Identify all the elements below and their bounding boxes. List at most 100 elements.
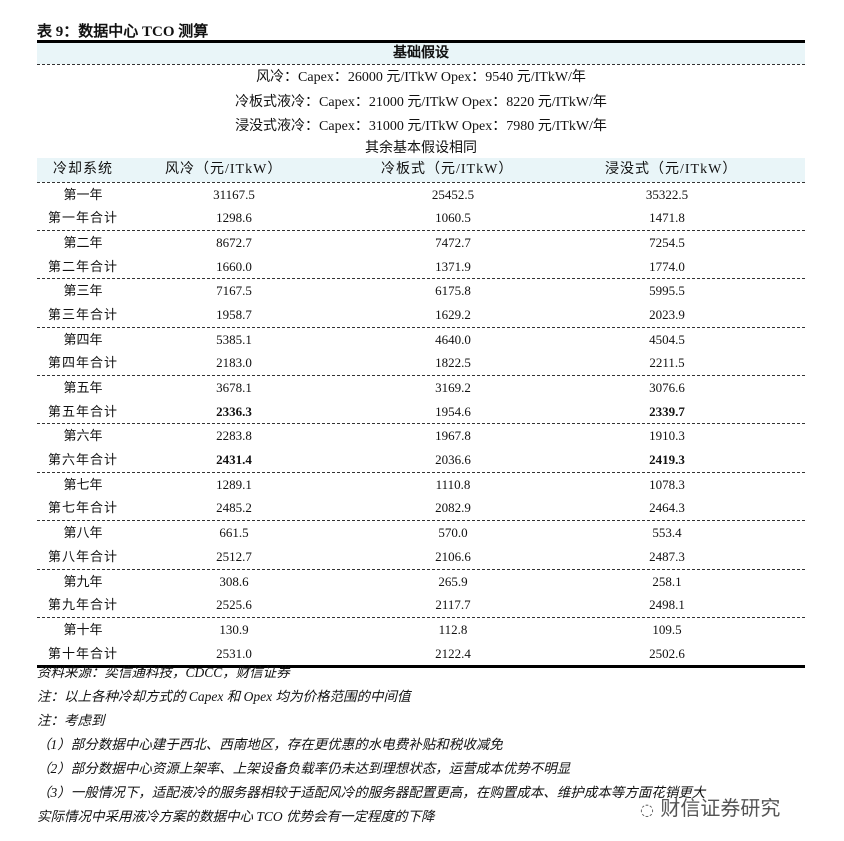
row-label: 第六年 bbox=[63, 428, 103, 444]
assumption-immersion: 浸没式液冷：Capex：31000 元/ITkW Opex：7980 元/ITk… bbox=[235, 119, 607, 134]
watermark: ◌ 财信证券研究 bbox=[640, 792, 780, 821]
row-label: 第五年合计 bbox=[47, 403, 118, 419]
cell-value: 3169.2 bbox=[435, 380, 471, 395]
table-row: 第二年 8672.7 7472.7 7254.5 bbox=[37, 231, 805, 255]
row-label: 第八年合计 bbox=[47, 548, 118, 564]
table-row: 第四年 5385.1 4640.0 4504.5 bbox=[37, 328, 805, 352]
row-label: 第五年 bbox=[63, 380, 103, 395]
cell-value: 2183.0 bbox=[216, 355, 252, 371]
table-body: 第一年 31167.5 25452.5 35322.5 第一年合计 1298.6 1060.… bbox=[37, 181, 805, 666]
cell-value: 661.5 bbox=[219, 525, 249, 541]
row-label: 第二年 bbox=[63, 234, 103, 250]
cell-value: 570.0 bbox=[438, 525, 468, 541]
cell-value: 2117.7 bbox=[435, 597, 471, 613]
cell-value: 2339.7 bbox=[649, 403, 685, 419]
cell-value: 4640.0 bbox=[435, 331, 471, 347]
wechat-icon: ◌ bbox=[640, 800, 654, 819]
assumptions: 风冷：Capex：26000 元/ITkW Opex：9540 元/ITkW/年… bbox=[37, 65, 805, 158]
cell-value: 553.4 bbox=[652, 525, 682, 541]
cell-value: 2431.4 bbox=[216, 452, 252, 468]
cell-value: 7167.5 bbox=[216, 283, 252, 299]
cell-value: 2525.6 bbox=[216, 597, 252, 613]
row-label: 第九年 bbox=[63, 573, 103, 589]
cell-value: 2419.3 bbox=[649, 452, 685, 468]
cell-value: 1660.0 bbox=[216, 258, 252, 274]
col-header: 浸没式（元/ITkW） bbox=[605, 161, 738, 177]
cell-value: 31167.5 bbox=[213, 186, 255, 202]
row-label: 第八年 bbox=[63, 525, 103, 541]
cell-value: 5385.1 bbox=[216, 331, 252, 347]
cell-value: 2122.4 bbox=[435, 645, 471, 661]
row-label: 第四年合计 bbox=[47, 355, 118, 371]
note-line: （1）部分数据中心建于西北、西南地区，存在更优惠的水电费补贴和税收减免 bbox=[37, 737, 503, 752]
row-label: 第七年 bbox=[63, 476, 103, 492]
table-row: 第十年 130.9 112.8 109.5 bbox=[37, 618, 805, 642]
table-row: 第二年合计 1660.0 1371.9 1774.0 bbox=[37, 255, 805, 279]
cell-value: 1822.5 bbox=[435, 355, 471, 371]
note-line: 实际情况中采用液冷方案的数据中心 TCO 优势会有一定程度的下降 bbox=[37, 809, 435, 824]
table-row: 第一年合计 1298.6 1060.5 1471.8 bbox=[37, 206, 805, 230]
table-row: 第七年 1289.1 1110.8 1078.3 bbox=[37, 473, 805, 497]
cell-value: 112.8 bbox=[438, 621, 468, 637]
top-rule bbox=[37, 40, 805, 43]
assumption-coldplate: 冷板式液冷：Capex：21000 元/ITkW Opex：8220 元/ITk… bbox=[235, 94, 607, 110]
cell-value: 6175.8 bbox=[435, 283, 471, 299]
assumption-air: 风冷：Capex：26000 元/ITkW Opex：9540 元/ITkW/年 bbox=[256, 70, 586, 85]
table-row: 第三年 7167.5 6175.8 5995.5 bbox=[37, 279, 805, 303]
cell-value: 265.9 bbox=[438, 573, 468, 589]
cell-value: 2531.0 bbox=[216, 645, 252, 661]
cell-value: 1298.6 bbox=[216, 210, 252, 226]
cell-value: 2487.3 bbox=[649, 548, 685, 564]
table-row: 第六年 2283.8 1967.8 1910.3 bbox=[37, 424, 805, 448]
table-row: 第九年 308.6 265.9 258.1 bbox=[37, 570, 805, 594]
table-row: 第九年合计 2525.6 2117.7 2498.1 bbox=[37, 593, 805, 617]
cell-value: 2485.2 bbox=[216, 500, 252, 516]
cell-value: 1958.7 bbox=[216, 306, 252, 322]
cell-value: 3678.1 bbox=[216, 380, 252, 395]
watermark-text: 财信证券研究 bbox=[660, 796, 781, 820]
cell-value: 109.5 bbox=[652, 621, 682, 637]
cell-value: 2464.3 bbox=[649, 500, 685, 516]
cell-value: 1774.0 bbox=[649, 258, 685, 274]
cell-value: 1967.8 bbox=[435, 428, 471, 444]
cell-value: 2336.3 bbox=[216, 403, 252, 419]
cell-value: 130.9 bbox=[219, 621, 249, 637]
column-headers: 冷却系统 风冷（元/ITkW） 冷板式（元/ITkW） 浸没式（元/ITkW） bbox=[37, 157, 805, 182]
row-label: 第二年合计 bbox=[47, 258, 118, 274]
table-row: 第六年合计 2431.4 2036.6 2419.3 bbox=[37, 448, 805, 472]
row-label: 第一年 bbox=[63, 186, 103, 202]
cell-value: 1629.2 bbox=[435, 306, 471, 322]
row-label: 第七年合计 bbox=[47, 500, 118, 516]
table-row: 第十年合计 2531.0 2122.4 2502.6 bbox=[37, 642, 805, 666]
row-label: 第三年 bbox=[63, 283, 103, 299]
cell-value: 3076.6 bbox=[649, 380, 685, 395]
table-title: 表 9：数据中心 TCO 测算 bbox=[37, 24, 209, 40]
col-header: 冷板式（元/ITkW） bbox=[381, 161, 514, 177]
table-header: 基础假设 bbox=[37, 43, 805, 64]
cell-value: 1954.6 bbox=[435, 403, 471, 419]
cell-value: 2036.6 bbox=[435, 452, 471, 468]
tco-table: 基础假设 风冷：Capex：26000 元/ITkW Opex：9540 元/I… bbox=[37, 40, 805, 669]
cell-value: 2498.1 bbox=[649, 597, 685, 613]
cell-value: 308.6 bbox=[219, 573, 249, 589]
cell-value: 2211.5 bbox=[649, 355, 685, 371]
row-label: 第一年合计 bbox=[47, 210, 118, 226]
table-row: 第四年合计 2183.0 1822.5 2211.5 bbox=[37, 351, 805, 375]
cell-value: 7472.7 bbox=[435, 234, 471, 250]
cell-value: 2023.9 bbox=[649, 306, 685, 322]
table-row: 第八年 661.5 570.0 553.4 bbox=[37, 521, 805, 545]
note-line: 注：以上各种冷却方式的 Capex 和 Opex 均为价格范围的中间值 bbox=[37, 689, 411, 704]
assumption-other: 其余基本假设相同 bbox=[365, 140, 477, 156]
notes: 资料来源：奕信通科技，CDCC，财信证券 注：以上各种冷却方式的 Capex 和 … bbox=[37, 661, 705, 829]
row-label: 第四年 bbox=[63, 331, 103, 347]
cell-value: 2512.7 bbox=[216, 548, 252, 564]
cell-value: 1471.8 bbox=[649, 210, 685, 226]
table-row: 第七年合计 2485.2 2082.9 2464.3 bbox=[37, 496, 805, 520]
col-header: 冷却系统 bbox=[53, 161, 113, 177]
table-row: 第三年合计 1958.7 1629.2 2023.9 bbox=[37, 303, 805, 327]
note-line: （3）一般情况下，适配液冷的服务器相较于适配风冷的服务器配置更高，在购置成本、维… bbox=[37, 785, 706, 800]
cell-value: 1110.8 bbox=[435, 476, 471, 492]
table-row: 第八年合计 2512.7 2106.6 2487.3 bbox=[37, 545, 805, 569]
cell-value: 2106.6 bbox=[435, 548, 471, 564]
cell-value: 5995.5 bbox=[649, 283, 685, 299]
